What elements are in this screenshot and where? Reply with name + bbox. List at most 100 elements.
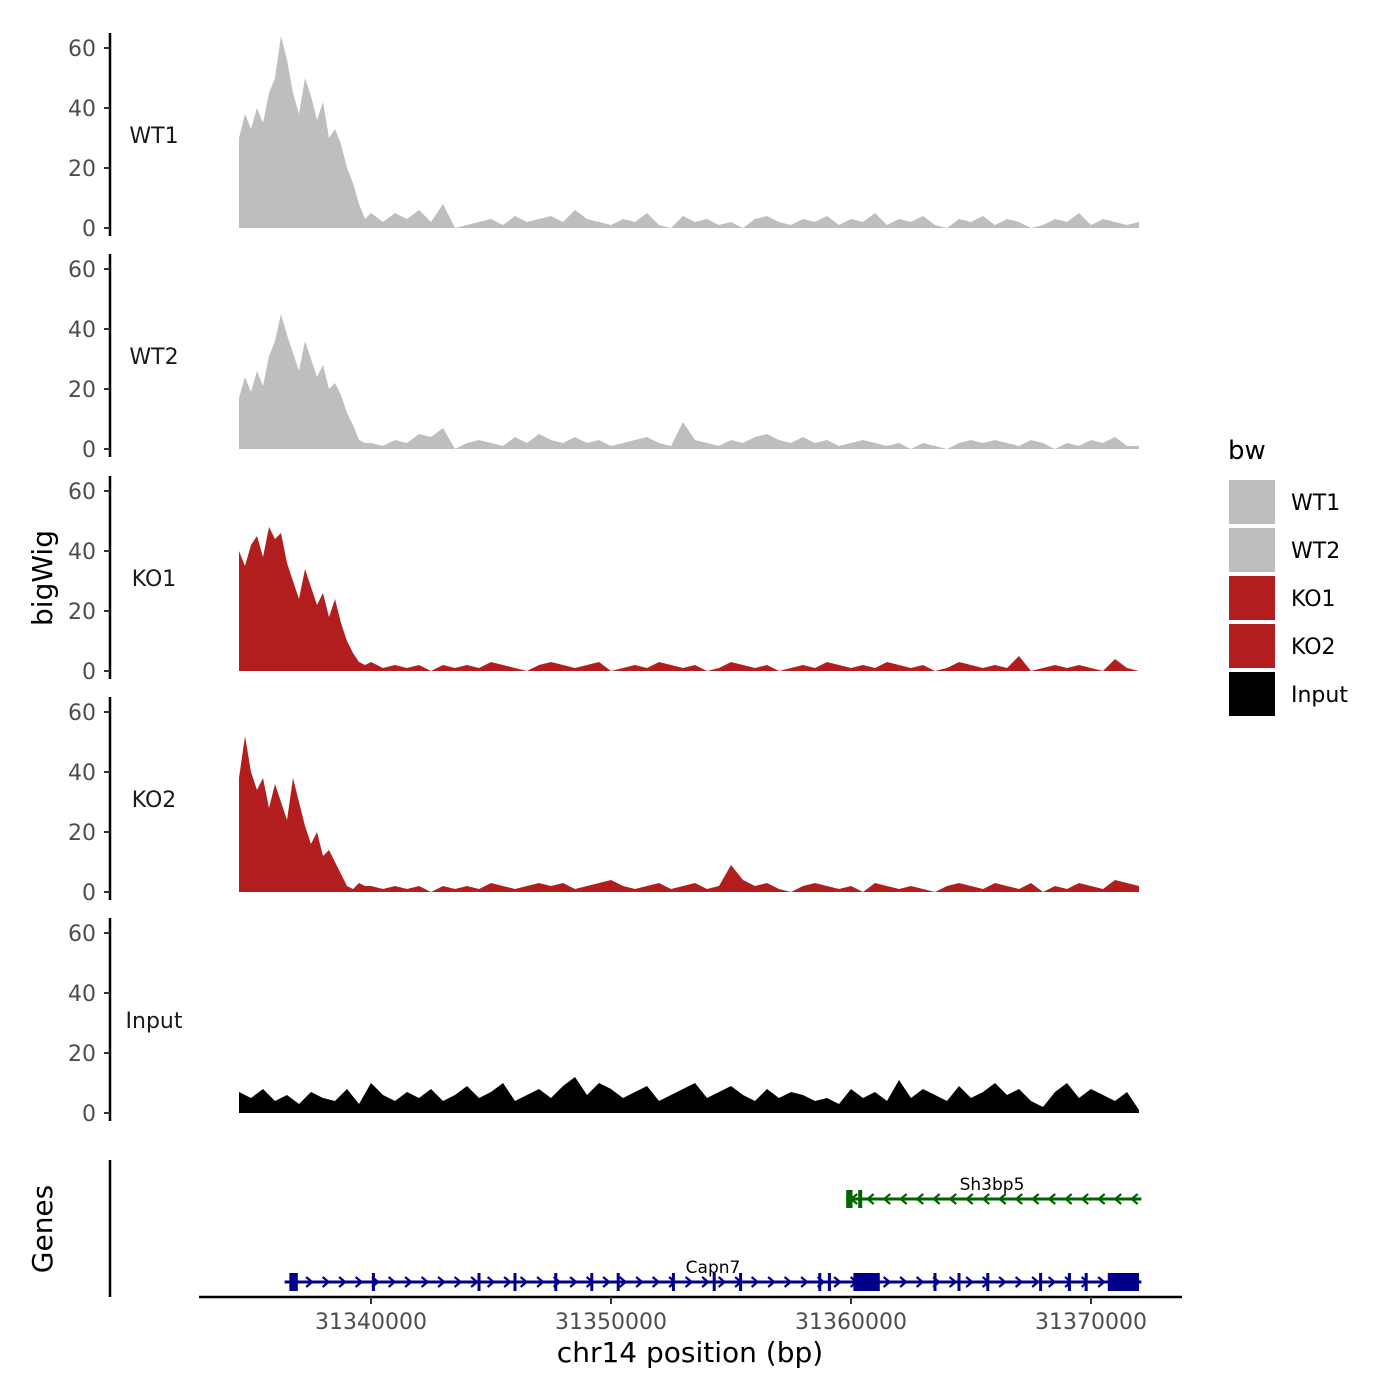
x-axis-title: chr14 position (bp) — [557, 1336, 823, 1369]
strand-arrow — [833, 1276, 842, 1288]
x-tick-label: 31340000 — [315, 1310, 427, 1335]
strand-arrow — [1096, 1193, 1106, 1205]
strand-arrow — [998, 1276, 1007, 1288]
strand-arrow — [602, 1276, 611, 1288]
track-ko1: 0 20 40 60 KO1 — [68, 476, 1139, 685]
strand-arrow — [767, 1276, 776, 1288]
track-wt1: 0 20 40 60 WT1 — [68, 33, 1139, 242]
exon-block — [846, 1190, 851, 1208]
strand-arrow — [1014, 1193, 1023, 1205]
x-tick-label: 31370000 — [1035, 1310, 1147, 1335]
y-tick-label: 0 — [82, 438, 96, 463]
y-tick-label: 20 — [68, 378, 96, 403]
strand-arrow — [1031, 1276, 1040, 1288]
strand-arrow — [701, 1276, 710, 1288]
strand-arrow — [915, 1193, 924, 1205]
legend-label-ko1: KO1 — [1291, 587, 1336, 612]
legend-label-input: Input — [1291, 683, 1348, 708]
strand-arrow — [668, 1276, 677, 1288]
area-input — [239, 1077, 1139, 1113]
x-tick-label: 31350000 — [555, 1310, 667, 1335]
gene-name-label: Sh3bp5 — [960, 1175, 1025, 1195]
area-wt1 — [239, 36, 1139, 228]
gene-sh3bp5: Sh3bp5 — [846, 1175, 1142, 1208]
track-label-wt1: WT1 — [129, 124, 178, 149]
strand-arrow — [1080, 1193, 1089, 1205]
legend-label-wt1: WT1 — [1291, 491, 1340, 516]
y-tick-label: 40 — [68, 97, 96, 122]
strand-arrow — [865, 1193, 875, 1205]
track-label-ko2: KO2 — [132, 788, 177, 813]
legend-label-wt2: WT2 — [1291, 539, 1340, 564]
y-tick-label: 60 — [68, 258, 96, 283]
strand-arrow — [437, 1276, 446, 1288]
strand-arrow — [486, 1276, 496, 1288]
strand-arrow — [899, 1276, 908, 1288]
y-tick-label: 20 — [68, 1042, 96, 1067]
strand-arrow — [898, 1193, 908, 1205]
y-tick-label: 0 — [82, 660, 96, 685]
strand-arrow — [536, 1276, 545, 1288]
y-tick-label: 40 — [68, 540, 96, 565]
strand-arrow — [1063, 1193, 1073, 1205]
track-input: 0 20 40 60 Input — [68, 918, 1139, 1127]
gene-capn7: Capn7 — [284, 1258, 1142, 1291]
exon-block — [1107, 1273, 1139, 1291]
exon-block — [853, 1273, 880, 1291]
exon-block — [858, 1190, 863, 1208]
genes-axis-title: Genes — [26, 1185, 59, 1273]
track-wt2: 0 20 40 60 WT2 — [68, 254, 1139, 463]
track-label-wt2: WT2 — [129, 345, 178, 370]
strand-arrow — [783, 1276, 793, 1288]
y-tick-label: 40 — [68, 982, 96, 1007]
strand-arrow — [964, 1193, 974, 1205]
y-tick-label: 40 — [68, 318, 96, 343]
strand-arrow — [981, 1193, 990, 1205]
strand-arrow — [618, 1276, 628, 1288]
strand-arrow — [569, 1276, 578, 1288]
strand-arrow — [420, 1276, 430, 1288]
strand-arrow — [1113, 1193, 1122, 1205]
y-tick-label: 0 — [82, 217, 96, 242]
legend-swatch-input — [1229, 672, 1275, 716]
y-tick-label: 0 — [82, 1102, 96, 1127]
legend-swatch-wt2 — [1229, 528, 1275, 572]
y-tick-label: 20 — [68, 821, 96, 846]
legend-swatch-wt1 — [1229, 480, 1275, 524]
strand-arrow — [750, 1276, 760, 1288]
legend-swatch-ko2 — [1229, 624, 1275, 668]
track-label-input: Input — [126, 1009, 183, 1034]
strand-arrow — [354, 1276, 364, 1288]
strand-arrow — [1030, 1193, 1040, 1205]
y-tick-label: 60 — [68, 922, 96, 947]
y-tick-label: 60 — [68, 701, 96, 726]
strand-arrow — [948, 1193, 957, 1205]
strand-arrow — [404, 1276, 413, 1288]
y-axis-title: bigWig — [26, 530, 59, 626]
area-ko2 — [239, 736, 1139, 892]
strand-arrow — [965, 1276, 974, 1288]
legend-swatch-ko1 — [1229, 576, 1275, 620]
strand-arrow — [1129, 1193, 1139, 1205]
x-tick-label: 31360000 — [795, 1310, 907, 1335]
track-panels: 0 20 40 60 WT1 0 20 40 60 WT2 0 20 40 60 KO1 0 20 40 60 KO2… — [68, 33, 1139, 1127]
strand-arrow — [651, 1276, 661, 1288]
legend-label-ko2: KO2 — [1291, 635, 1336, 660]
area-ko1 — [239, 527, 1139, 671]
x-axis: 31340000 31350000 31360000 31370000 — [199, 1295, 1182, 1335]
strand-arrow — [453, 1276, 463, 1288]
strand-arrow — [684, 1276, 694, 1288]
y-tick-label: 40 — [68, 761, 96, 786]
y-tick-label: 60 — [68, 480, 96, 505]
strand-arrow — [1014, 1276, 1024, 1288]
strand-arrow — [882, 1193, 891, 1205]
strand-arrow — [717, 1276, 727, 1288]
y-tick-label: 20 — [68, 157, 96, 182]
track-ko2: 0 20 40 60 KO2 — [68, 697, 1139, 906]
strand-arrow — [519, 1276, 529, 1288]
y-tick-label: 60 — [68, 37, 96, 62]
gene-name-label: Capn7 — [686, 1258, 741, 1278]
track-label-ko1: KO1 — [132, 567, 177, 592]
exon-block — [289, 1273, 298, 1291]
